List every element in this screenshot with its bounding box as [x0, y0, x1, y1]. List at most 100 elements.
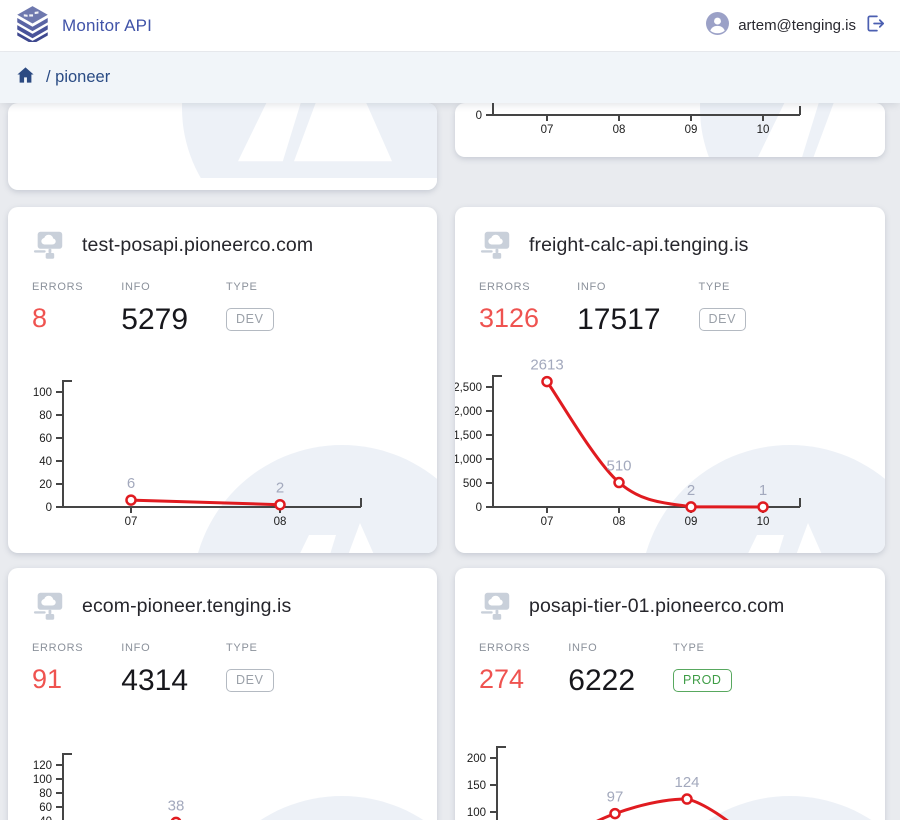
type-stat: TYPE PROD [673, 642, 732, 698]
svg-text:20: 20 [39, 479, 52, 491]
dashboard: 0 07 08 09 10 test-posapi.pioneerco.com ERRO… [0, 103, 900, 820]
logout-icon[interactable] [865, 13, 886, 39]
type-badge: DEV [226, 669, 274, 692]
svg-text:07: 07 [541, 124, 554, 136]
cloud-server-icon [33, 231, 63, 259]
svg-text:124: 124 [674, 774, 699, 791]
svg-text:60: 60 [39, 802, 52, 814]
info-value: 6222 [568, 664, 636, 697]
errors-label: ERRORS [479, 281, 531, 293]
api-card[interactable]: ecom-pioneer.tenging.is ERRORS 91 INFO 4… [8, 568, 437, 820]
svg-text:07: 07 [125, 516, 138, 528]
cloud-server-icon [480, 592, 510, 620]
api-card[interactable]: test-posapi.pioneerco.com ERRORS 8 INFO … [8, 207, 437, 553]
svg-text:10: 10 [757, 124, 770, 136]
app-header: Monitor API artem@tenging.is [0, 0, 900, 52]
errors-stat: ERRORS 91 [32, 642, 83, 698]
svg-text:2,500: 2,500 [455, 382, 482, 394]
api-card-title: ecom-pioneer.tenging.is [82, 594, 292, 617]
svg-text:0: 0 [46, 502, 52, 514]
type-badge: DEV [226, 308, 274, 331]
svg-text:2613: 2613 [530, 357, 563, 374]
info-stat: INFO 17517 [577, 281, 660, 337]
info-value: 4314 [121, 664, 189, 697]
type-badge: PROD [673, 669, 732, 692]
type-label: TYPE [226, 281, 258, 293]
svg-text:09: 09 [685, 516, 698, 528]
svg-text:100: 100 [33, 387, 52, 399]
home-icon[interactable] [16, 66, 35, 90]
api-card-title: test-posapi.pioneerco.com [82, 233, 314, 256]
app-title: Monitor API [62, 15, 153, 35]
svg-text:500: 500 [463, 478, 482, 490]
type-label: TYPE [698, 281, 731, 293]
type-label: TYPE [673, 642, 705, 654]
svg-text:200: 200 [467, 753, 486, 765]
info-label: INFO [577, 281, 607, 293]
info-label: INFO [121, 642, 151, 654]
svg-text:08: 08 [274, 516, 287, 528]
svg-text:2: 2 [276, 480, 284, 497]
errors-label: ERRORS [32, 642, 84, 654]
svg-text:6: 6 [127, 475, 135, 492]
info-value: 17517 [577, 303, 661, 336]
svg-text:2,000: 2,000 [455, 406, 482, 418]
svg-text:0: 0 [476, 502, 482, 514]
cloud-server-icon [33, 592, 63, 620]
breadcrumb-path[interactable]: / pioneer [46, 68, 111, 86]
svg-text:08: 08 [613, 124, 626, 136]
errors-value: 274 [479, 664, 525, 694]
info-stat: INFO 4314 [121, 642, 188, 698]
svg-text:80: 80 [39, 410, 52, 422]
api-card[interactable]: freight-calc-api.tenging.is ERRORS 3126 … [455, 207, 885, 553]
svg-text:60: 60 [39, 433, 52, 445]
layers-logo-icon [14, 5, 51, 47]
errors-line-chart: 0 500 1,000 1,500 2,000 2,500 07 08 09 10 2613 510 2… [455, 357, 801, 528]
svg-text:08: 08 [613, 516, 626, 528]
user-email: artem@tenging.is [738, 17, 856, 34]
api-card[interactable]: posapi-tier-01.pioneerco.com ERRORS 274 … [455, 568, 885, 820]
svg-text:40: 40 [39, 456, 52, 468]
watermark-logo [182, 103, 437, 190]
user-avatar-icon [706, 11, 730, 40]
breadcrumb: / pioneer [0, 52, 900, 103]
errors-line-chart: 0 20 40 60 80 100 07 08 6 2 [33, 380, 362, 528]
svg-text:150: 150 [467, 780, 486, 792]
api-card-partial-left[interactable] [8, 103, 437, 190]
type-badge: DEV [698, 308, 747, 331]
svg-text:120: 120 [33, 760, 52, 772]
info-label: INFO [568, 642, 598, 654]
svg-text:38: 38 [168, 797, 185, 814]
api-card-title: freight-calc-api.tenging.is [529, 233, 749, 256]
svg-text:40: 40 [39, 816, 52, 820]
errors-line-chart: 0501001502000708091097124 [467, 746, 729, 820]
svg-text:09: 09 [685, 124, 698, 136]
cloud-server-icon [480, 231, 510, 259]
type-label: TYPE [226, 642, 258, 654]
info-stat: INFO 5279 [121, 281, 188, 337]
errors-value: 8 [32, 303, 48, 333]
svg-text:07: 07 [541, 516, 554, 528]
info-value: 5279 [121, 303, 189, 336]
info-stat: INFO 6222 [568, 642, 635, 698]
brand-home-link[interactable]: Monitor API [14, 5, 152, 47]
errors-line-chart: 0204060801001200708091038 [33, 753, 185, 820]
svg-text:97: 97 [607, 789, 624, 806]
errors-value: 3126 [479, 303, 540, 333]
errors-label: ERRORS [479, 642, 531, 654]
svg-text:510: 510 [606, 458, 631, 475]
api-card-partial-right[interactable]: 0 07 08 09 10 [455, 103, 885, 157]
errors-stat: ERRORS 274 [479, 642, 530, 698]
svg-text:100: 100 [33, 774, 52, 786]
errors-line-chart: 0 07 08 09 10 [476, 103, 801, 136]
svg-text:10: 10 [757, 516, 770, 528]
type-stat: TYPE DEV [226, 642, 274, 698]
type-stat: TYPE DEV [226, 281, 274, 337]
info-label: INFO [121, 281, 151, 293]
svg-text:0: 0 [476, 110, 482, 122]
errors-stat: ERRORS 3126 [479, 281, 539, 337]
errors-value: 91 [32, 664, 63, 694]
errors-stat: ERRORS 8 [32, 281, 83, 337]
svg-text:1,000: 1,000 [455, 454, 482, 466]
svg-text:80: 80 [39, 788, 52, 800]
